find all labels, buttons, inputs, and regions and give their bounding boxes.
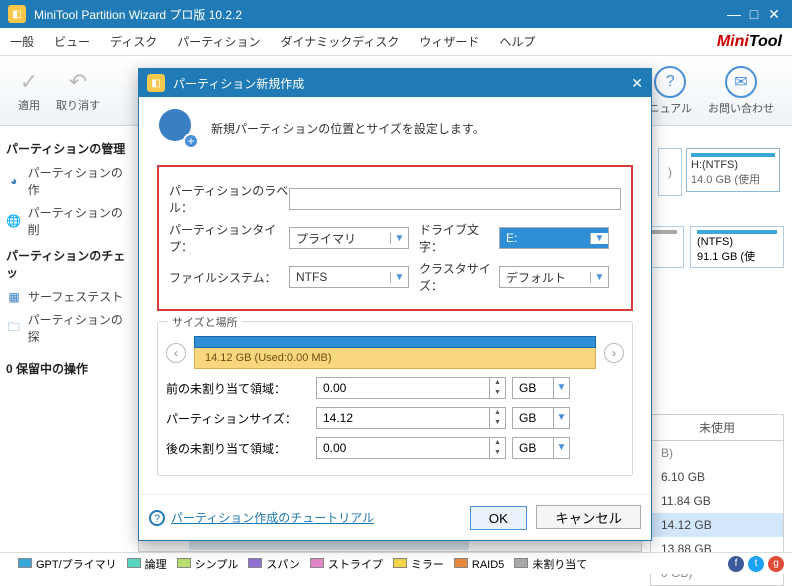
folder-icon: 🗀 [6,320,22,336]
disk-h[interactable]: H:(NTFS) 14.0 GB (使用 [686,148,780,192]
disk-ntfs[interactable]: (NTFS) 91.1 GB (使 [690,226,784,268]
menu-general[interactable]: 一般 [10,33,34,50]
chevron-down-icon: ▼ [590,272,608,283]
label-filesystem: ファイルシステム： [169,269,289,286]
legend-item: 未割り当て [532,559,587,571]
menu-partition[interactable]: パーティション [177,33,260,50]
sidebar-item-create[interactable]: ◕パーティションの作 [6,161,132,201]
check-icon: ✓ [20,69,38,95]
section-partition-check: パーティションのチェッ [6,247,132,281]
social-links: f t g [728,556,784,572]
unit-after[interactable]: GB▼ [512,437,570,459]
legend-item: ミラー [411,559,444,571]
form-highlighted: パーティションのラベル： パーティションタイプ： プライマリ▼ ドライブ文字： … [157,165,633,311]
spinner-unalloc-after[interactable]: 0.00▲▼ [316,437,506,459]
menu-wizard[interactable]: ウィザード [419,33,479,50]
facebook-icon[interactable]: f [728,556,744,572]
list-item-selected[interactable]: 14.12 GB [651,513,783,537]
label-unalloc-before: 前の未割り当て領域： [166,380,316,397]
legend-item: 論理 [145,559,167,571]
globe-icon: 🌐 [6,213,22,229]
menu-help[interactable]: ヘルプ [499,33,535,50]
help-icon: ? [149,510,165,526]
manual-icon: ? [654,66,686,98]
label-partition-size: パーティションサイズ： [166,410,316,427]
size-slider[interactable]: 14.12 GB (Used:0.00 MB) [194,336,596,369]
list-item[interactable]: B) [651,441,783,465]
ok-button[interactable]: OK [470,506,527,530]
legend-item: スパン [266,559,300,571]
slider-next-button[interactable]: › [604,343,624,363]
chevron-down-icon: ▼ [590,233,608,244]
combo-filesystem[interactable]: NTFS▼ [289,266,409,288]
combo-drive-letter[interactable]: E:▼ [499,227,609,249]
app-icon: ◧ [8,5,26,23]
apply-button[interactable]: ✓ 適用 [18,69,40,113]
list-item[interactable]: 6.10 GB [651,465,783,489]
create-icon: ◕ [6,173,22,189]
label-unalloc-after: 後の未割り当て領域： [166,440,316,457]
input-partition-label[interactable] [289,188,621,210]
create-partition-dialog: ◧ パーティション新規作成 ✕ + 新規パーティションの位置とサイズを設定します… [138,68,652,541]
label-partition-label: パーティションのラベル： [169,182,289,216]
legend-item: GPT/プライマリ [36,559,117,571]
dialog-title-bar: ◧ パーティション新規作成 ✕ [139,69,651,97]
status-bar: GPT/プライマリ 論理 シンプル スパン ストライプ ミラー RAID5 未割り当て f t… [0,552,792,574]
tutorial-link[interactable]: ? パーティション作成のチュートリアル [149,509,374,526]
menu-bar: 一般 ビュー ディスク パーティション ダイナミックディスク ウィザード ヘルプ… [0,28,792,56]
size-location-group: サイズと場所 ‹ 14.12 GB (Used:0.00 MB) › 前の未割り… [157,321,633,476]
sidebar-item-explore[interactable]: 🗀パーティションの探 [6,308,132,348]
slider-prev-button[interactable]: ‹ [166,343,186,363]
spinner-unalloc-before[interactable]: 0.00▲▼ [316,377,506,399]
close-button[interactable]: ✕ [764,6,784,23]
twitter-icon[interactable]: t [748,556,764,572]
mail-icon: ✉ [725,66,757,98]
cancel-button[interactable]: キャンセル [536,505,641,529]
unit-psize[interactable]: GB▼ [512,407,570,429]
menu-view[interactable]: ビュー [54,33,90,50]
undo-button[interactable]: ↶ 取り消す [56,69,100,113]
brand-logo: MiniTool [717,33,782,51]
maximize-button[interactable]: □ [744,6,764,22]
dialog-description: 新規パーティションの位置とサイズを設定します。 [211,120,485,137]
chevron-down-icon: ▼ [390,272,408,283]
label-drive-letter: ドライブ文字： [419,221,499,255]
left-panel: パーティションの管理 ◕パーティションの作 🌐パーティションの削 パーティション… [0,126,138,552]
app-title: MiniTool Partition Wizard プロ版 10.2.2 [34,6,724,23]
chevron-down-icon: ▼ [390,233,408,244]
dialog-title: パーティション新規作成 [173,75,631,92]
gplus-icon[interactable]: g [768,556,784,572]
minimize-button[interactable]: — [724,6,744,22]
legend-item: RAID5 [472,559,504,571]
section-partition-manage: パーティションの管理 [6,140,132,157]
list-item[interactable]: 11.84 GB [651,489,783,513]
manual-button[interactable]: ? ニュアル [648,66,692,116]
combo-cluster-size[interactable]: デフォルト▼ [499,266,609,288]
label-cluster-size: クラスタサイズ： [419,260,499,294]
sidebar-item-delete[interactable]: 🌐パーティションの削 [6,201,132,241]
pending-ops: 0 保留中の操作 [6,360,132,377]
combo-partition-type[interactable]: プライマリ▼ [289,227,409,249]
title-bar: ◧ MiniTool Partition Wizard プロ版 10.2.2 —… [0,0,792,28]
legend-item: シンプル [195,559,239,571]
disk-handle: ) [658,148,682,196]
dialog-icon: ◧ [147,74,165,92]
size-list-header: 未使用 [651,415,783,441]
undo-icon: ↶ [69,69,87,95]
menu-disk[interactable]: ディスク [110,33,157,50]
unit-before[interactable]: GB▼ [512,377,570,399]
spinner-partition-size[interactable]: 14.12▲▼ [316,407,506,429]
disc-plus-icon: + [159,109,197,147]
menu-dynamic[interactable]: ダイナミックディスク [280,33,399,50]
size-info: 14.12 GB (Used:0.00 MB) [194,348,596,369]
label-partition-type: パーティションタイプ： [169,221,289,255]
legend-item: ストライプ [328,559,383,571]
sidebar-item-surface[interactable]: ▦サーフェステスト [6,285,132,308]
dialog-close-button[interactable]: ✕ [631,75,643,92]
contact-button[interactable]: ✉ お問い合わせ [708,66,774,116]
grid-icon: ▦ [6,289,22,305]
